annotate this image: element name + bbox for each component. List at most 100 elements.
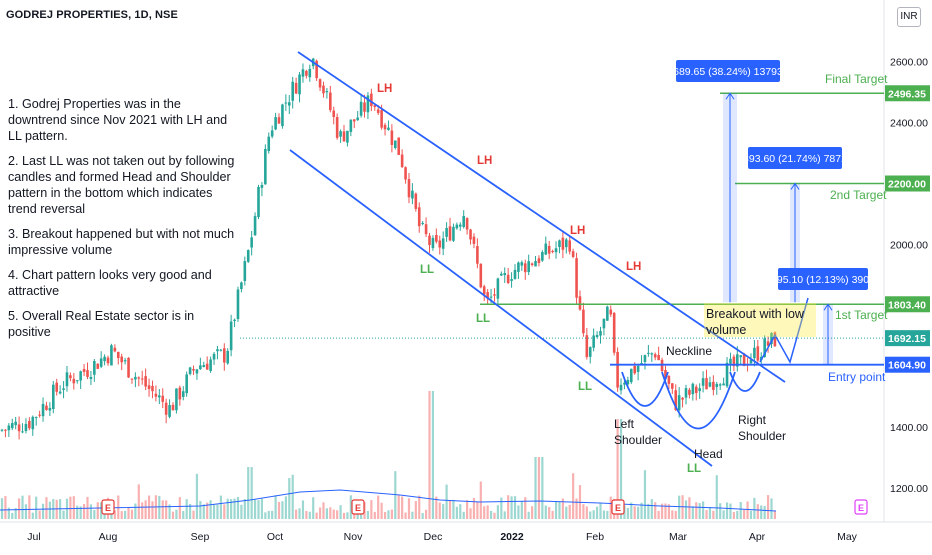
final-measure-label-box[interactable] — [676, 60, 780, 82]
candle-body — [199, 365, 202, 370]
volume-bar — [554, 501, 558, 519]
right-shoulder-arc[interactable] — [729, 371, 761, 392]
volume-bar — [383, 511, 387, 519]
volume-bar — [749, 510, 753, 519]
volume-bar — [271, 510, 274, 519]
volume-bar — [609, 496, 612, 519]
volume-bar — [493, 512, 496, 519]
volume-bar — [137, 484, 140, 519]
volume-bar — [219, 495, 222, 519]
channel-lower-line[interactable] — [289, 149, 713, 467]
price-level-tag[interactable] — [885, 330, 930, 347]
candle-body — [219, 349, 223, 351]
volume-bar — [520, 501, 523, 519]
volume-bar — [82, 503, 86, 519]
projected-path — [759, 297, 809, 364]
price-level-tag[interactable] — [885, 175, 930, 192]
candle-body — [537, 258, 541, 263]
candle-body — [120, 356, 123, 363]
second-target-label: 2nd Target — [830, 188, 887, 202]
candle-body — [441, 238, 445, 249]
volume-bar — [260, 498, 264, 519]
head-arc[interactable] — [661, 371, 736, 430]
second-measure-label-box[interactable] — [748, 147, 842, 169]
volume-bar — [373, 511, 376, 519]
volume-bar — [301, 500, 305, 519]
volume-bar — [124, 510, 127, 519]
volume-bar — [708, 507, 712, 519]
candle-body — [349, 119, 353, 132]
volume-bar — [62, 510, 65, 519]
channel-upper-line[interactable] — [297, 51, 786, 383]
candle-body — [110, 345, 113, 366]
time-tick-label: Sep — [191, 531, 210, 543]
currency-button[interactable]: INR — [897, 7, 921, 27]
volume-bar — [127, 507, 130, 519]
earnings-marker[interactable] — [351, 499, 365, 515]
earnings-marker-label: E — [105, 503, 111, 513]
final-measure-label-text: 689.65 (38.24%) 13793 — [673, 66, 783, 78]
candle-body — [428, 235, 431, 246]
volume-bar — [688, 497, 691, 519]
volume-bar — [637, 506, 640, 519]
candle-body — [599, 330, 602, 336]
volume-bar — [284, 496, 287, 519]
candle-body — [223, 348, 226, 363]
candle-body — [712, 381, 715, 390]
candle-body — [28, 421, 31, 429]
time-tick-label: Mar — [669, 531, 688, 543]
candle-body — [0, 429, 4, 431]
analysis-notes: 1. Godrej Properties was in the downtren… — [8, 96, 240, 349]
candle-body — [305, 70, 308, 76]
symbol-title[interactable]: GODREJ PROPERTIES, 1D, NSE — [6, 9, 178, 21]
note-4: 4. Chart pattern looks very good and att… — [8, 268, 212, 298]
price-level-tag-text: 1604.90 — [888, 360, 926, 372]
volume-bar — [69, 496, 72, 519]
candle-body — [24, 423, 28, 432]
first-measure-arrowhead — [823, 303, 833, 311]
candle-body — [445, 228, 448, 237]
candle-body — [469, 229, 472, 240]
candle-body — [38, 414, 41, 416]
volume-bar — [206, 502, 209, 519]
candle-body — [530, 263, 534, 266]
volume-bar — [247, 467, 250, 519]
volume-bar — [401, 496, 404, 519]
candle-body — [561, 237, 565, 250]
volume-bar — [770, 498, 773, 519]
volume-bar — [428, 391, 431, 519]
candle-body — [681, 397, 684, 400]
volume-bar — [472, 497, 476, 519]
volume-bar — [527, 511, 530, 519]
left-shoulder-arc[interactable] — [621, 371, 669, 407]
earnings-marker[interactable] — [611, 499, 625, 515]
price-level-tag[interactable] — [885, 356, 930, 373]
upcoming-earnings-label: E — [858, 503, 864, 513]
candle-body — [616, 351, 619, 388]
volume-bar — [0, 498, 4, 519]
volume-bar — [712, 510, 715, 519]
candle-body — [766, 341, 770, 346]
volume-bar — [746, 501, 749, 519]
upcoming-earnings-marker[interactable] — [854, 499, 868, 515]
candle-body — [551, 251, 554, 253]
time-tick-label: Oct — [267, 531, 283, 543]
volume-bar — [513, 496, 517, 519]
first-measure-label-text: 195.10 (12.13%) 3902 — [771, 274, 875, 286]
volume-bar — [606, 510, 609, 519]
candle-body — [325, 91, 329, 93]
volume-bar — [243, 499, 246, 519]
price-level-tag[interactable] — [885, 85, 930, 102]
first-measure-label-box[interactable] — [778, 268, 868, 290]
candle-body — [113, 347, 117, 352]
volume-bar — [418, 495, 421, 519]
candle-body — [739, 355, 743, 358]
volume-bar — [397, 495, 400, 519]
candle-body — [684, 388, 688, 398]
price-level-tag[interactable] — [885, 296, 930, 313]
candle-body — [773, 332, 777, 347]
candle-body — [55, 382, 59, 392]
earnings-marker[interactable] — [101, 499, 115, 515]
earnings-marker-label: E — [355, 503, 361, 513]
